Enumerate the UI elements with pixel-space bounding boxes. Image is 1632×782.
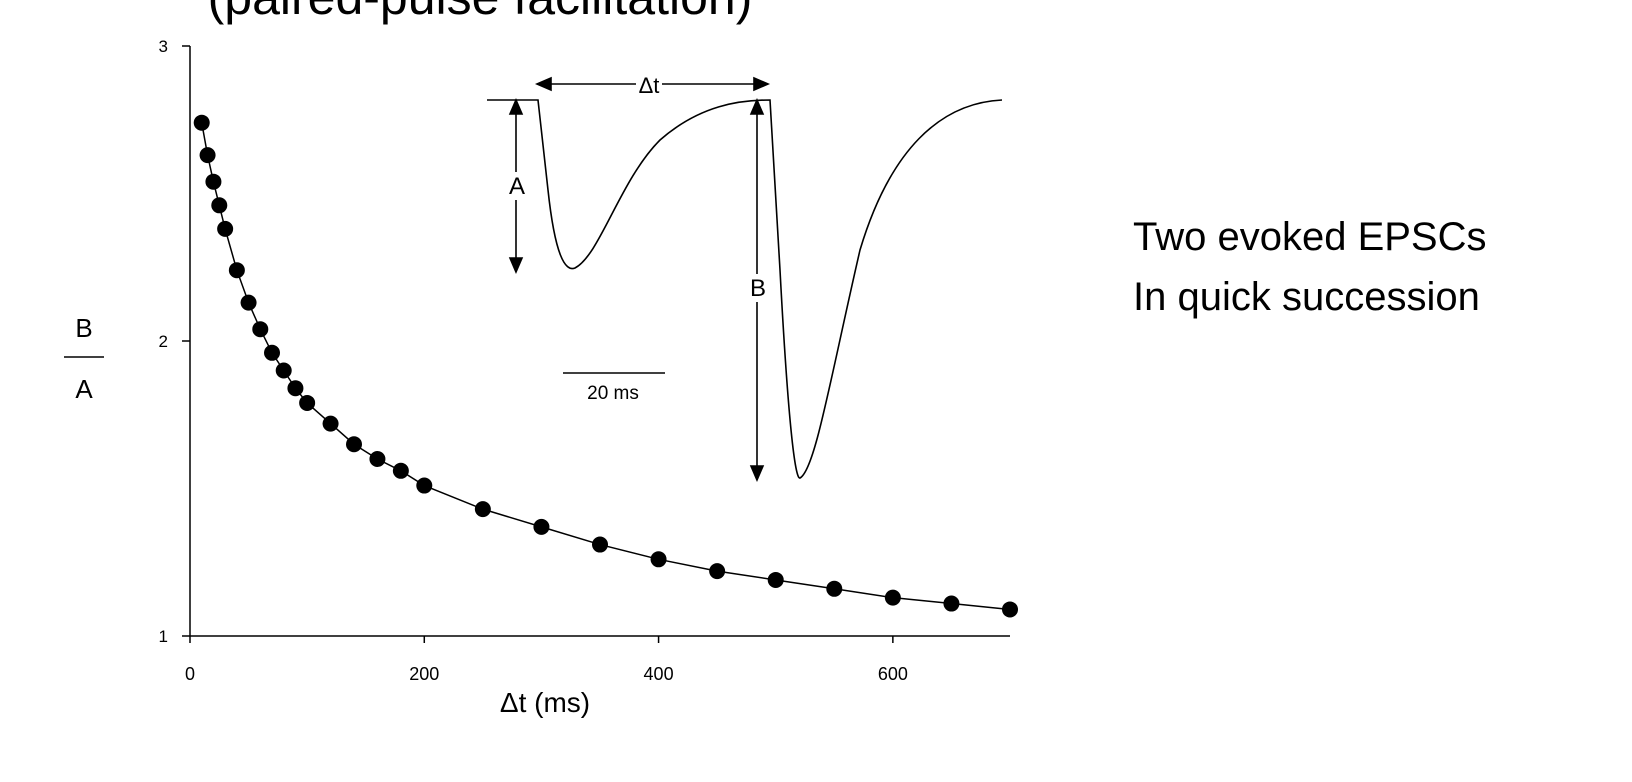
caption-line: In quick succession — [1133, 275, 1480, 319]
data-point — [240, 294, 257, 311]
data-point — [369, 451, 386, 467]
x-tick-label: 600 — [878, 664, 908, 684]
data-point — [252, 321, 269, 338]
data-point — [205, 173, 222, 190]
inset — [487, 76, 1003, 483]
y-label-denominator: A — [75, 374, 93, 404]
data-point — [592, 536, 608, 553]
data-point — [884, 589, 901, 606]
data-point — [416, 477, 433, 494]
data-point — [299, 394, 316, 411]
x-tick-label: 200 — [409, 664, 439, 684]
chart-title: (paired-pulse facilitation) — [208, 0, 753, 25]
a-arrowheads — [508, 97, 524, 275]
data-point — [211, 197, 228, 214]
data-point — [287, 380, 304, 397]
label-bg — [746, 274, 770, 302]
data-point — [474, 501, 491, 518]
b-arrowheads — [749, 97, 765, 483]
data-point — [217, 220, 234, 237]
data-point — [650, 551, 667, 568]
y-tick-label: 2 — [159, 332, 168, 351]
data-point — [826, 580, 843, 597]
interval-label: Δt — [639, 73, 660, 98]
scale-label: 20 ms — [587, 383, 639, 404]
x-label: Δt (ms) — [500, 687, 590, 718]
y-tick-label: 3 — [159, 37, 168, 56]
interval-arrowheads — [534, 76, 771, 92]
epsc-trace — [487, 99, 1003, 479]
data-point — [533, 518, 550, 535]
a-label: A — [509, 173, 525, 200]
x-tick-label: 400 — [644, 664, 674, 684]
data-point — [199, 147, 216, 164]
label-bg — [636, 72, 662, 96]
y-tick-label: 1 — [159, 627, 168, 646]
data-point — [767, 571, 784, 588]
data-point — [322, 415, 339, 432]
x-tick-label: 0 — [185, 664, 195, 684]
b-label: B — [750, 275, 766, 302]
data-point — [709, 563, 726, 580]
data-point — [264, 344, 280, 361]
caption-line: Two evoked EPSCs — [1133, 215, 1487, 259]
y-label-numerator: B — [75, 313, 92, 343]
data-point — [193, 114, 210, 131]
data-point — [1002, 601, 1018, 618]
data-point — [346, 436, 362, 453]
fit-line — [200, 122, 1011, 611]
data-point — [228, 262, 245, 279]
label-bg — [505, 172, 529, 200]
data-point — [392, 462, 409, 479]
data-point — [275, 362, 292, 379]
data-point — [943, 595, 960, 612]
